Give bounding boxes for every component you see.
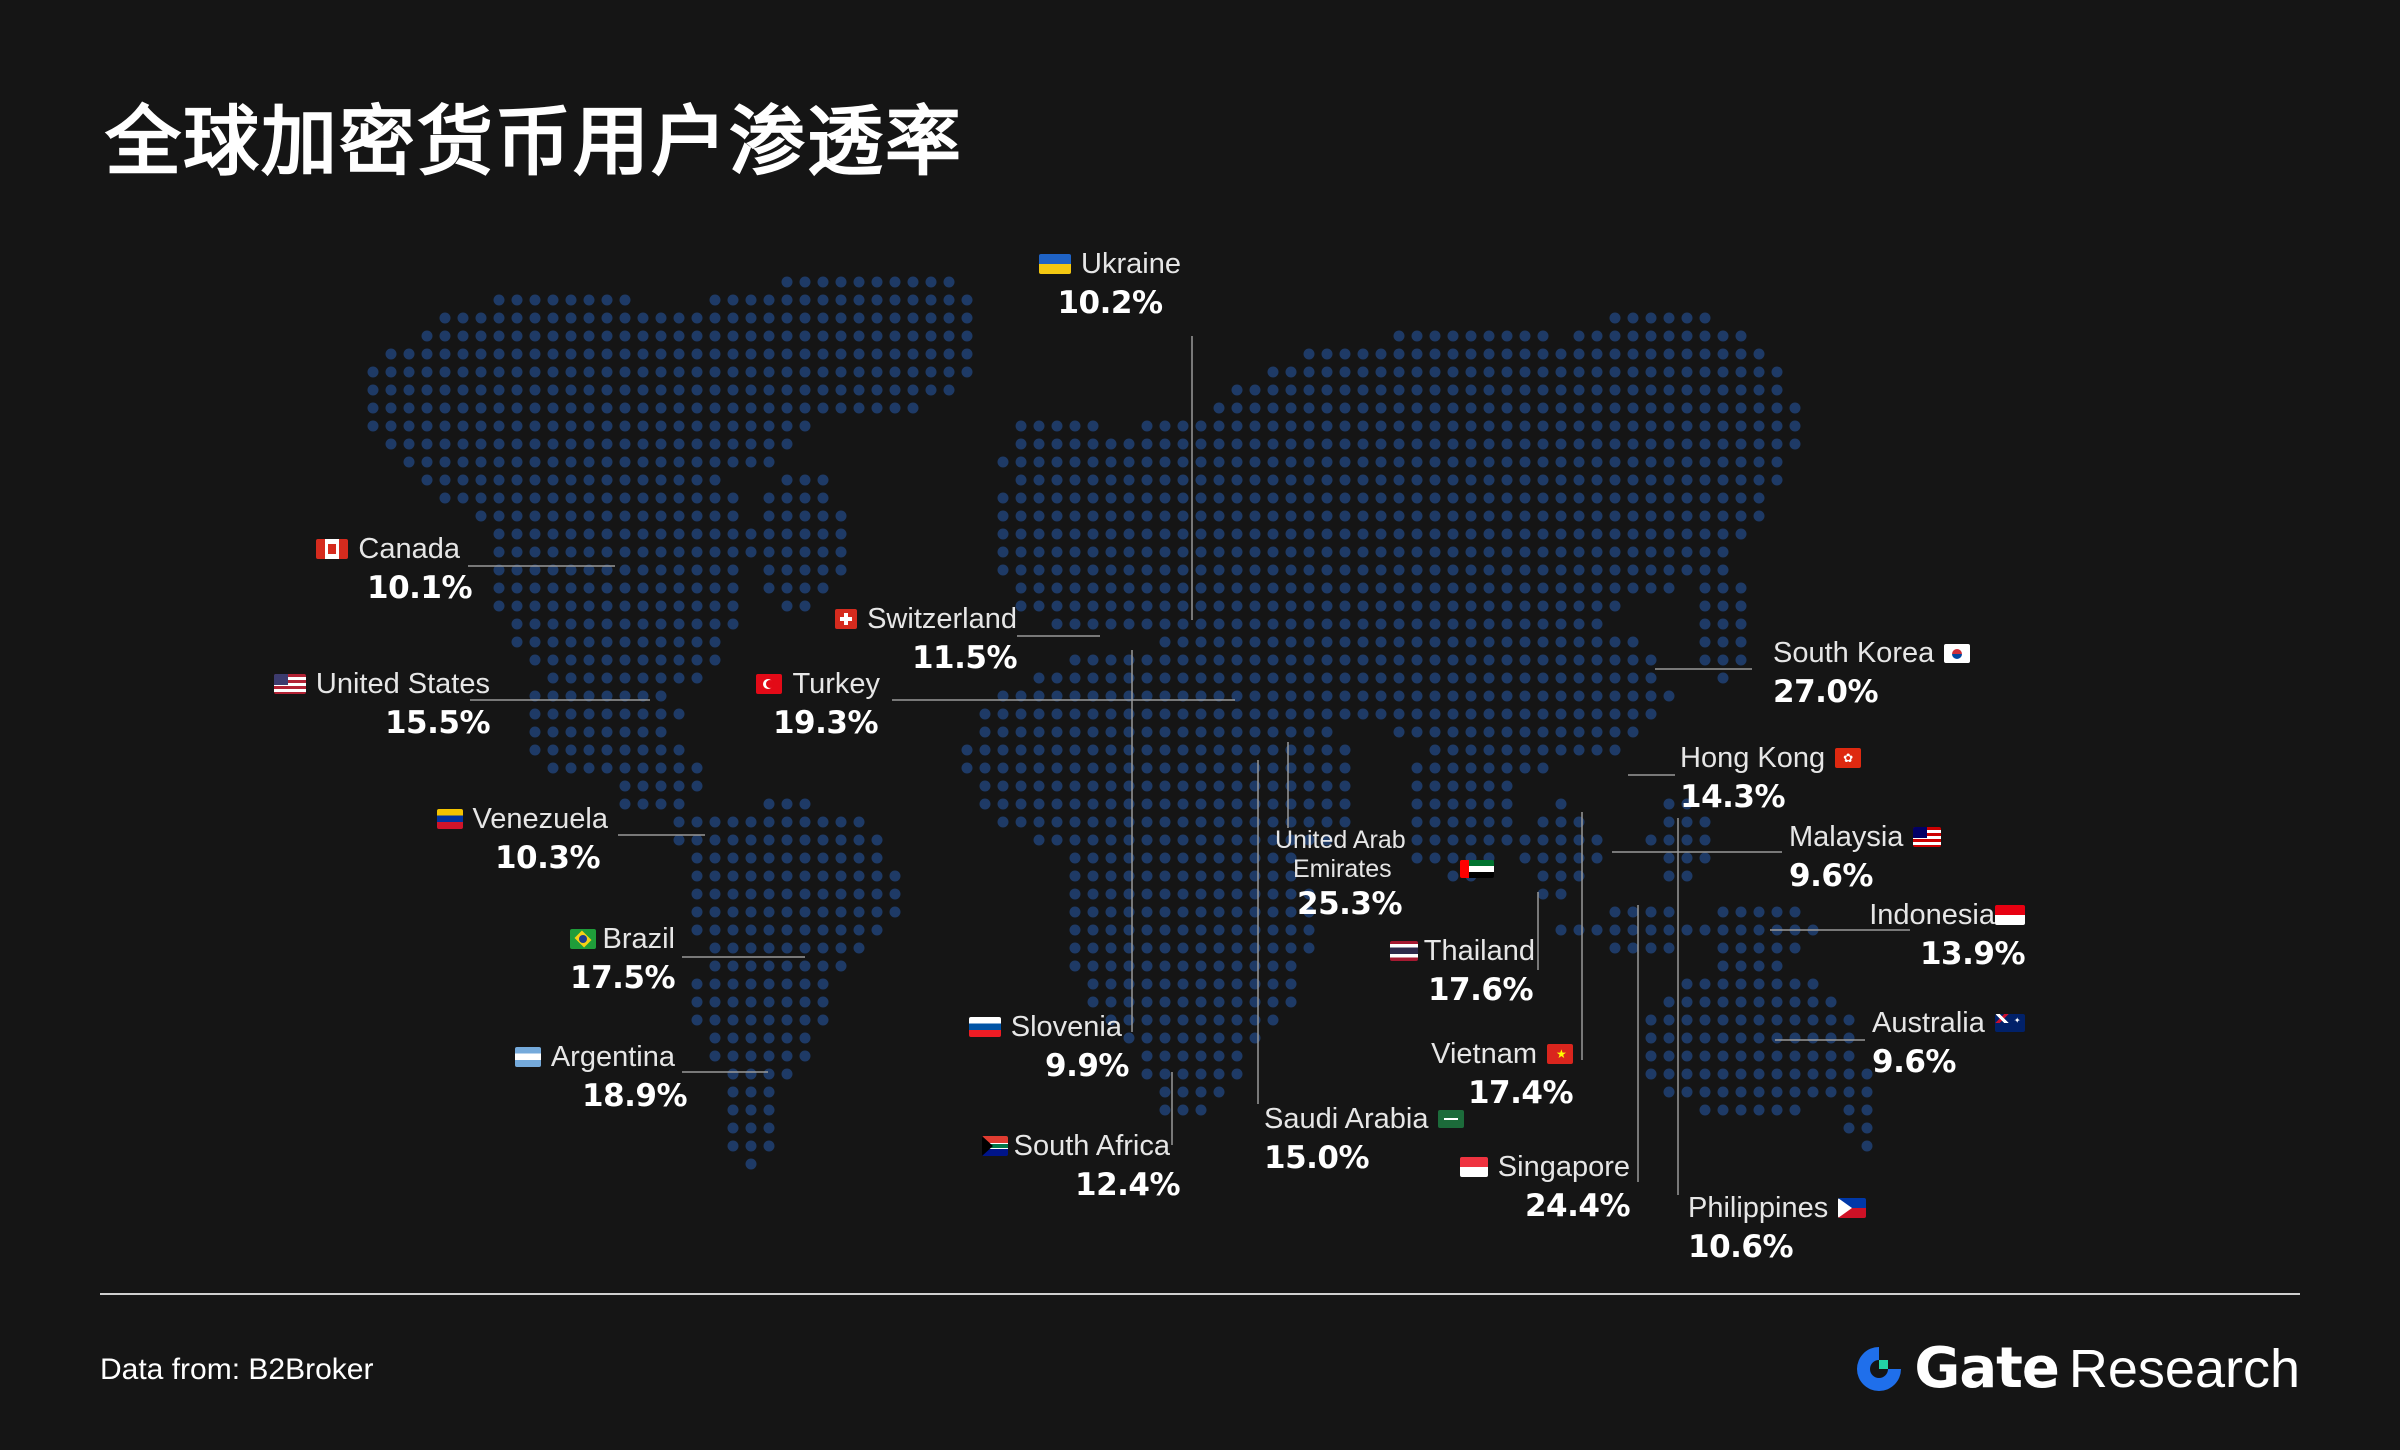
malaysia-flag (1913, 827, 1942, 847)
country-name-united-states: United States (315, 668, 490, 700)
label-south-korea: South Korea 27.0% (1773, 634, 1993, 712)
brand-suffix: Research (2068, 1338, 2300, 1399)
united-states-flag (273, 674, 306, 694)
country-name-canada: Canada (358, 533, 460, 565)
country-value-united-states: 15.5% (384, 705, 491, 741)
saudi-arabia-flag (1438, 1110, 1465, 1128)
label-ukraine: Ukraine 10.2% (1035, 245, 1185, 323)
country-name-ukraine: Ukraine (1081, 248, 1181, 280)
country-name-argentina: Argentina (550, 1041, 675, 1073)
country-value-thailand: 17.6% (1427, 972, 1534, 1008)
brand-name: Gate (1914, 1336, 2060, 1401)
country-value-venezuela: 10.3% (494, 840, 601, 876)
label-uae: United Arab Emirates 25.3% (1275, 826, 1535, 924)
country-value-slovenia: 9.9% (1045, 1048, 1129, 1084)
page-title: 全球加密货币用户渗透率 (105, 97, 963, 186)
argentina-flag (514, 1047, 541, 1067)
gate-research-logo: Gate Research (1854, 1336, 2300, 1401)
south-korea-flag (1944, 643, 1971, 663)
slovenia-flag (968, 1017, 1001, 1037)
label-brazil: Brazil 17.5% (570, 920, 676, 998)
label-canada: Canada 10.1% (295, 530, 473, 608)
country-value-turkey: 19.3% (772, 705, 879, 741)
gate-logo-icon (1857, 1346, 1902, 1391)
data-source: Data from: B2Broker (100, 1353, 374, 1386)
country-name-switzerland: Switzerland (867, 603, 1017, 635)
label-indonesia: Indonesia 13.9% (1855, 896, 2025, 974)
switzerland-flag (835, 609, 858, 629)
label-united-states: United States 15.5% (265, 665, 491, 743)
country-name-brazil: Brazil (602, 923, 675, 955)
hong-kong-flag: ✿ (1835, 748, 1862, 768)
country-name-singapore: Singapore (1497, 1151, 1630, 1183)
label-thailand: Thailand 17.6% (1385, 932, 1535, 1010)
country-name-vietnam: Vietnam (1431, 1038, 1537, 1070)
thailand-flag (1389, 941, 1418, 961)
vietnam-flag: ★ (1547, 1044, 1573, 1064)
country-value-brazil: 17.5% (570, 960, 676, 996)
country-name-philippines: Philippines (1688, 1192, 1829, 1224)
indonesia-flag (1995, 905, 2025, 925)
country-value-philippines: 10.6% (1688, 1229, 1794, 1265)
label-singapore: Singapore 24.4% (1450, 1148, 1631, 1226)
country-value-hong-kong: 14.3% (1680, 779, 1786, 815)
uae-flag (1459, 860, 1494, 878)
country-name-saudi-arabia: Saudi Arabia (1264, 1103, 1429, 1135)
country-name-slovenia: Slovenia (1010, 1011, 1122, 1043)
country-value-malaysia: 9.6% (1789, 858, 1873, 894)
country-value-ukraine: 10.2% (1057, 285, 1163, 321)
canada-flag (316, 539, 349, 559)
turkey-flag (756, 674, 783, 694)
country-value-indonesia: 13.9% (1919, 936, 2026, 972)
country-value-south-africa: 12.4% (1075, 1167, 1181, 1203)
country-name-south-korea: South Korea (1773, 637, 1935, 669)
label-philippines: Philippines 10.6% (1688, 1189, 1868, 1267)
country-value-switzerland: 11.5% (911, 640, 1018, 676)
label-switzerland: Switzerland 11.5% (830, 600, 1018, 678)
country-name-uae-line2: Emirates (1293, 855, 1392, 883)
country-name-thailand: Thailand (1423, 935, 1535, 967)
label-argentina: Argentina 18.9% (510, 1038, 688, 1116)
singapore-flag (1459, 1157, 1488, 1177)
country-name-malaysia: Malaysia (1789, 821, 1904, 853)
philippines-flag (1838, 1198, 1867, 1218)
country-value-saudi-arabia: 15.0% (1264, 1140, 1370, 1176)
country-value-south-korea: 27.0% (1773, 674, 1879, 710)
country-value-argentina: 18.9% (582, 1078, 688, 1114)
footer-divider (100, 1293, 2300, 1295)
country-name-hong-kong: Hong Kong (1680, 742, 1826, 774)
label-saudi-arabia: Saudi Arabia 15.0% (1264, 1100, 1484, 1178)
country-name-turkey: Turkey (792, 668, 880, 700)
label-australia: Australia ✦ 9.6% (1872, 1004, 2042, 1082)
country-value-canada: 10.1% (367, 570, 473, 606)
label-malaysia: Malaysia 9.6% (1789, 818, 1949, 896)
label-hong-kong: Hong Kong ✿ 14.3% (1680, 739, 1880, 817)
country-name-venezuela: Venezuela (472, 803, 608, 835)
country-value-singapore: 24.4% (1524, 1188, 1631, 1224)
label-venezuela: Venezuela 10.3% (430, 800, 608, 878)
country-value-australia: 9.6% (1872, 1044, 1956, 1080)
country-value-uae: 25.3% (1297, 886, 1403, 922)
country-name-south-africa: South Africa (1013, 1130, 1170, 1162)
south-africa-flag (981, 1136, 1008, 1156)
country-name-indonesia: Indonesia (1869, 899, 1995, 931)
label-vietnam: Vietnam ★ 17.4% (1405, 1035, 1573, 1113)
label-south-africa: South Africa 12.4% (975, 1127, 1181, 1205)
label-slovenia: Slovenia 9.9% (965, 1008, 1129, 1086)
venezuela-flag (436, 809, 463, 829)
brazil-flag (570, 929, 597, 949)
label-turkey: Turkey 19.3% (755, 665, 880, 743)
australia-flag: ✦ (1994, 1014, 2025, 1032)
country-value-vietnam: 17.4% (1467, 1075, 1574, 1111)
ukraine-flag (1039, 254, 1072, 274)
country-name-uae-line1: United Arab (1275, 826, 1406, 854)
country-name-australia: Australia (1872, 1007, 1985, 1039)
